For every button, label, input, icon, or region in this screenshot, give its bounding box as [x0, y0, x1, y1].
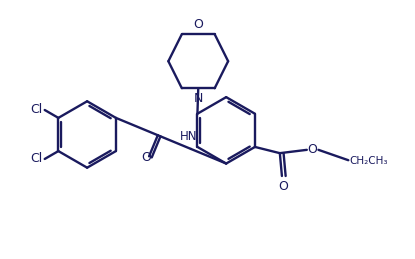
Text: Cl: Cl — [31, 104, 43, 117]
Text: O: O — [193, 18, 203, 31]
Text: N: N — [193, 91, 203, 105]
Text: O: O — [308, 143, 317, 156]
Text: CH₂CH₃: CH₂CH₃ — [349, 156, 388, 167]
Text: HN: HN — [180, 130, 198, 143]
Text: O: O — [142, 150, 151, 164]
Text: Cl: Cl — [31, 153, 43, 166]
Text: O: O — [278, 180, 288, 193]
